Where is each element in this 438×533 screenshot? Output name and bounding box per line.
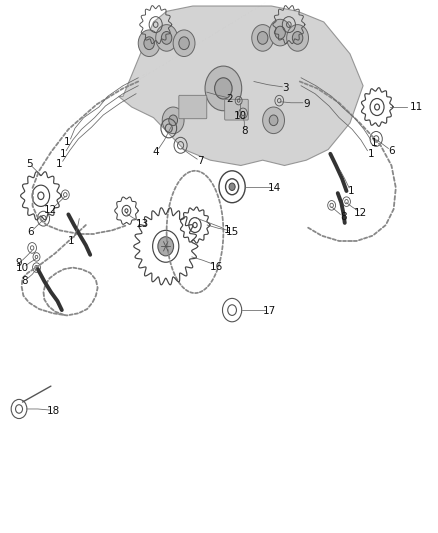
Circle shape — [263, 107, 285, 134]
Circle shape — [169, 115, 177, 126]
Text: 16: 16 — [209, 262, 223, 271]
Text: 13: 13 — [136, 219, 149, 229]
Text: 10: 10 — [233, 110, 247, 120]
Text: 8: 8 — [340, 212, 347, 222]
Circle shape — [229, 183, 235, 190]
Circle shape — [173, 30, 195, 56]
Text: 17: 17 — [263, 306, 276, 316]
Text: 1: 1 — [347, 186, 354, 196]
Circle shape — [205, 66, 242, 111]
Text: 6: 6 — [27, 227, 34, 237]
Circle shape — [269, 115, 278, 126]
Circle shape — [258, 31, 268, 44]
Text: 1: 1 — [371, 138, 378, 148]
Text: 2: 2 — [226, 93, 233, 103]
Circle shape — [215, 78, 232, 99]
Text: 1: 1 — [60, 149, 66, 159]
Text: 18: 18 — [46, 406, 60, 416]
Text: 1: 1 — [64, 136, 71, 147]
Circle shape — [292, 31, 303, 44]
Circle shape — [144, 37, 154, 50]
Text: 11: 11 — [410, 102, 424, 112]
Circle shape — [179, 37, 189, 50]
Circle shape — [162, 107, 184, 134]
Text: 3: 3 — [282, 83, 289, 93]
Text: 5: 5 — [26, 159, 32, 169]
Text: 7: 7 — [198, 156, 204, 166]
Polygon shape — [119, 6, 363, 165]
Text: 10: 10 — [16, 263, 29, 273]
Circle shape — [269, 19, 291, 46]
FancyBboxPatch shape — [225, 99, 248, 120]
Text: 8: 8 — [21, 277, 28, 286]
Text: 1: 1 — [68, 236, 75, 246]
Text: 12: 12 — [44, 205, 57, 215]
Text: 8: 8 — [241, 126, 247, 136]
Text: 6: 6 — [388, 146, 395, 156]
Text: 15: 15 — [226, 227, 239, 237]
Text: 12: 12 — [354, 208, 367, 219]
Text: 14: 14 — [268, 183, 282, 193]
Circle shape — [252, 25, 274, 51]
Text: 9: 9 — [303, 99, 310, 109]
Text: 4: 4 — [152, 147, 159, 157]
Circle shape — [275, 26, 286, 39]
FancyBboxPatch shape — [179, 95, 207, 119]
Text: 1: 1 — [56, 159, 63, 169]
Text: 1: 1 — [367, 149, 374, 159]
Circle shape — [158, 237, 173, 256]
Circle shape — [155, 25, 177, 51]
Text: 9: 9 — [16, 258, 22, 268]
Circle shape — [161, 31, 172, 44]
Text: 1: 1 — [223, 225, 230, 236]
Circle shape — [287, 25, 308, 51]
Circle shape — [138, 30, 160, 56]
